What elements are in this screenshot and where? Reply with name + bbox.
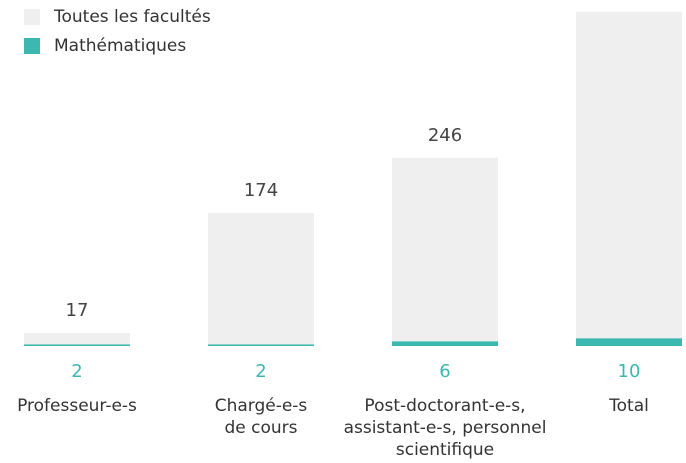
x-tick-label: scientifique [396,440,494,460]
value-label: 2 [255,361,266,382]
bar [24,332,130,346]
x-tick-label: Professeur-e-s [17,396,137,416]
legend-swatch [24,38,40,54]
value-label: 2 [71,361,82,382]
x-tick-label: Total [608,396,649,416]
bar [208,212,314,346]
legend-label: Mathématiques [54,36,186,56]
bar [576,338,682,346]
legend-swatch [24,9,40,25]
value-label: 246 [428,125,462,146]
bar [392,157,498,346]
value-label: 174 [244,180,278,201]
legend-label: Toutes les facultés [53,7,211,27]
bar [392,341,498,346]
value-label: 17 [66,300,89,321]
x-tick-label: assistant-e-s, personnel [344,418,547,438]
bar [208,344,314,346]
bar [24,344,130,346]
x-tick-label: Post-doctorant-e-s, [364,396,525,416]
bar [576,11,682,346]
x-tick-label: Chargé-e-s [215,396,308,416]
value-label: 6 [439,361,450,382]
x-tick-label: de cours [224,418,297,438]
value-label: 10 [618,361,641,382]
